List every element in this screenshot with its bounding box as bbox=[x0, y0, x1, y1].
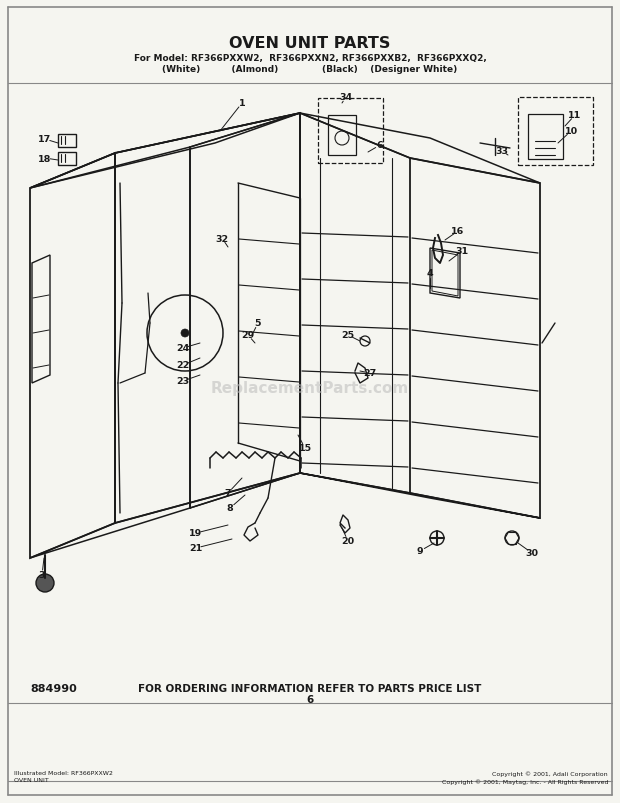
Text: FOR ORDERING INFORMATION REFER TO PARTS PRICE LIST: FOR ORDERING INFORMATION REFER TO PARTS … bbox=[138, 683, 482, 693]
Text: 29: 29 bbox=[241, 331, 255, 340]
Bar bbox=[328, 116, 356, 156]
Text: 33: 33 bbox=[495, 147, 508, 157]
Text: 34: 34 bbox=[339, 93, 353, 102]
Text: 6: 6 bbox=[306, 694, 314, 704]
Text: 17: 17 bbox=[38, 136, 51, 145]
Text: 30: 30 bbox=[526, 548, 539, 558]
Circle shape bbox=[181, 329, 189, 337]
Text: 15: 15 bbox=[298, 444, 312, 453]
Bar bbox=[518, 98, 593, 165]
Text: 10: 10 bbox=[564, 128, 578, 137]
Bar bbox=[318, 99, 383, 164]
Bar bbox=[528, 115, 563, 160]
Text: ReplacementParts.com: ReplacementParts.com bbox=[211, 381, 409, 396]
Text: 24: 24 bbox=[176, 344, 190, 353]
Text: Copyright © 2001, Adali Corporation
Copyright © 2001, Maytag, Inc. - All Rights : Copyright © 2001, Adali Corporation Copy… bbox=[441, 770, 608, 784]
Text: 6: 6 bbox=[377, 141, 383, 150]
Text: 20: 20 bbox=[342, 537, 355, 546]
Text: For Model: RF366PXXW2,  RF366PXXN2, RF366PXXB2,  RF366PXXQ2,: For Model: RF366PXXW2, RF366PXXN2, RF366… bbox=[134, 54, 486, 63]
Text: 9: 9 bbox=[417, 547, 423, 556]
Text: 32: 32 bbox=[215, 234, 229, 243]
Text: 8: 8 bbox=[227, 503, 233, 513]
Text: 16: 16 bbox=[451, 227, 464, 236]
Bar bbox=[58, 153, 76, 165]
Text: 3: 3 bbox=[38, 571, 45, 580]
Text: 22: 22 bbox=[176, 361, 190, 370]
Text: 25: 25 bbox=[342, 331, 355, 340]
Text: 27: 27 bbox=[363, 369, 376, 378]
Text: 11: 11 bbox=[569, 112, 582, 120]
Text: 23: 23 bbox=[177, 377, 190, 386]
Text: 19: 19 bbox=[189, 529, 203, 538]
Text: Illustrated Model: RF366PXXW2
OVEN UNIT: Illustrated Model: RF366PXXW2 OVEN UNIT bbox=[14, 770, 113, 782]
Text: 5: 5 bbox=[255, 319, 261, 328]
Text: 7: 7 bbox=[224, 489, 231, 498]
Text: 31: 31 bbox=[456, 247, 469, 256]
Bar bbox=[58, 135, 76, 148]
Text: 18: 18 bbox=[38, 154, 51, 163]
Text: (White)          (Almond)              (Black)    (Designer White): (White) (Almond) (Black) (Designer White… bbox=[162, 64, 458, 73]
Text: OVEN UNIT PARTS: OVEN UNIT PARTS bbox=[229, 36, 391, 51]
Text: 21: 21 bbox=[189, 544, 203, 552]
Text: 884990: 884990 bbox=[30, 683, 77, 693]
Text: 4: 4 bbox=[427, 269, 433, 278]
Circle shape bbox=[36, 574, 54, 593]
Text: 1: 1 bbox=[239, 100, 246, 108]
